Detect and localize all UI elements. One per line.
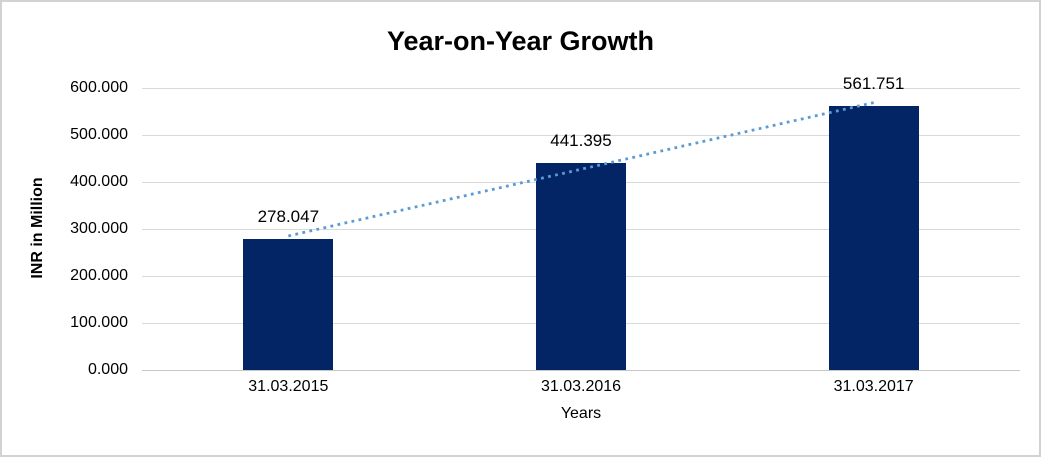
data-label: 561.751 — [842, 73, 905, 93]
plot-area: 278.047 441.395 561.751 — [142, 74, 1020, 371]
y-tick-label: 500.000 — [70, 126, 128, 143]
y-tick-label: 400.000 — [70, 173, 128, 190]
data-label: 278.047 — [257, 207, 320, 227]
data-label: 441.395 — [550, 130, 612, 150]
x-tick-label: 31.03.2017 — [833, 378, 914, 395]
chart-title: Year-on-Year Growth — [386, 26, 655, 56]
x-axis-line — [142, 370, 1020, 371]
gridline — [142, 88, 1020, 89]
x-tick-label: 31.03.2016 — [540, 378, 622, 395]
y-axis-tick-labels: 0.000 100.000 200.000 300.000 400.000 500.000… — [2, 2, 128, 455]
bar-31.03.2015 — [243, 239, 334, 370]
y-tick-label: 600.000 — [70, 79, 128, 96]
x-tick-label: 31.03.2015 — [248, 378, 329, 395]
y-tick-label: 200.000 — [70, 267, 128, 284]
y-tick-label: 0.000 — [87, 361, 128, 378]
x-axis-title: Years — [560, 405, 602, 422]
y-tick-label: 300.000 — [70, 220, 128, 237]
y-tick-label: 100.000 — [70, 314, 128, 331]
